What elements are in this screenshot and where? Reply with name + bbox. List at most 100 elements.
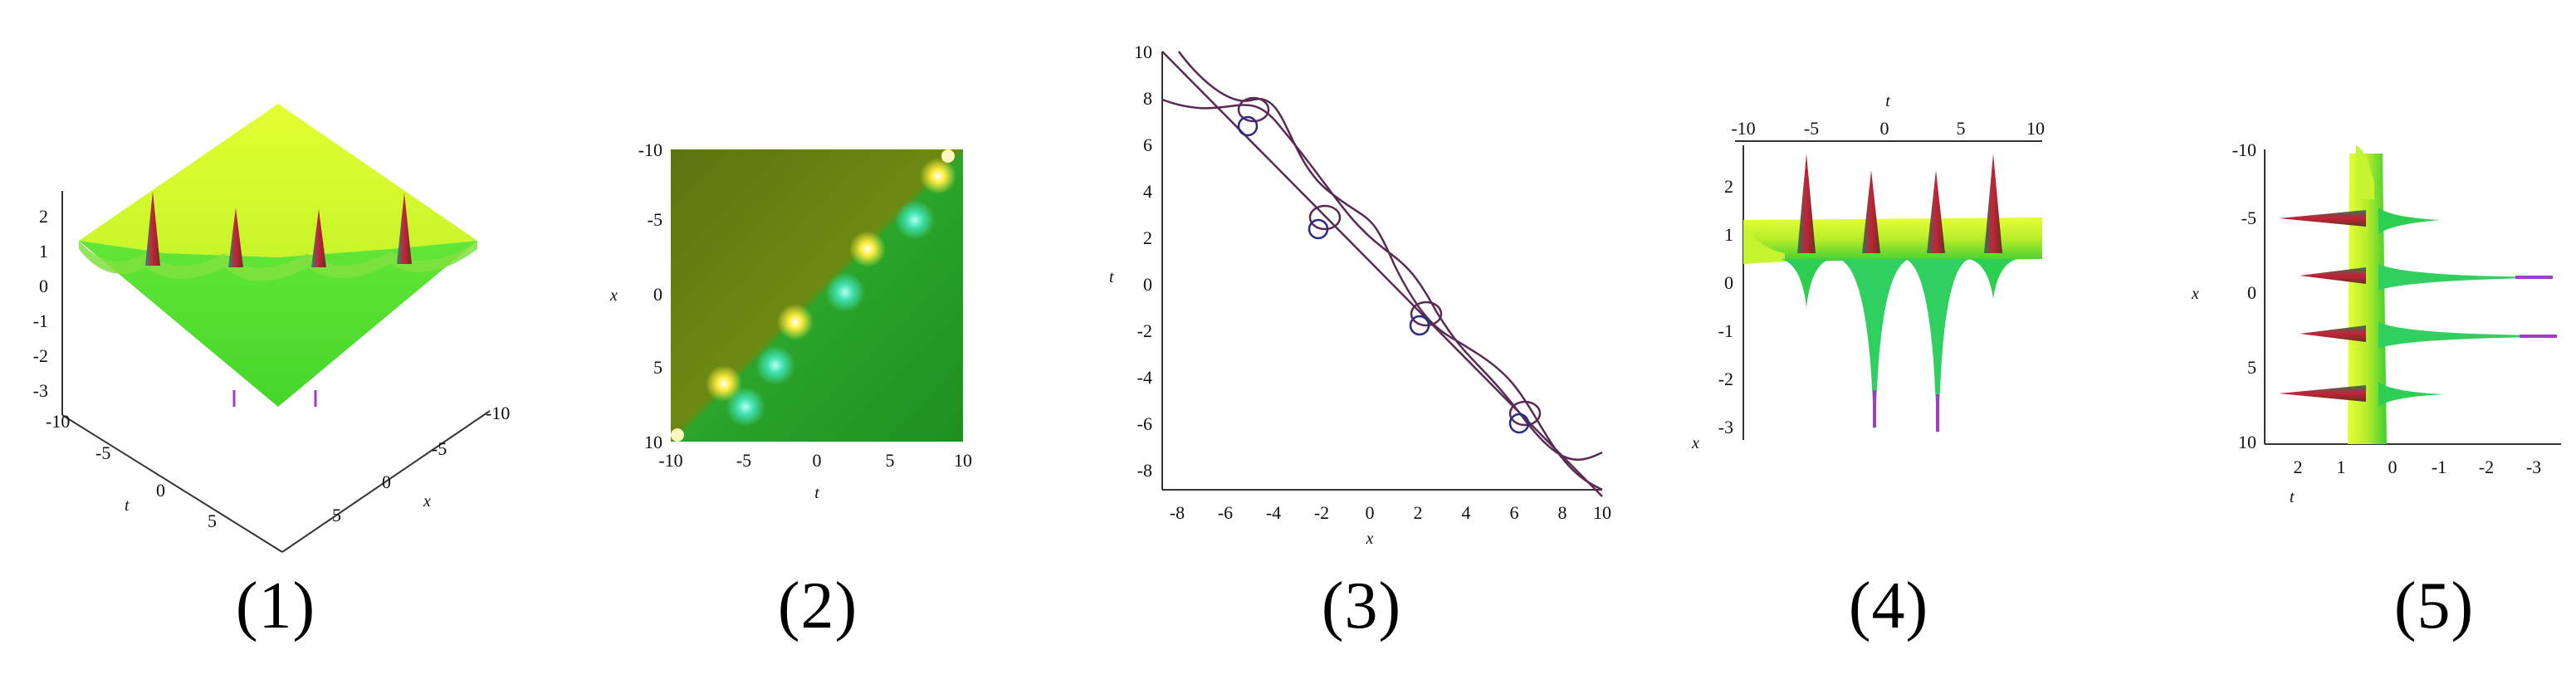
contour-lines xyxy=(1161,51,1603,497)
side-axis-label: x xyxy=(1691,434,1699,452)
top-axis-ticks: -10 -5 0 5 10 t xyxy=(1731,92,2045,139)
z-tick: 1 xyxy=(1724,224,1733,245)
surface-upper-plane xyxy=(79,104,477,257)
panel-caption: (5) xyxy=(2393,569,2475,643)
z-tick: -1 xyxy=(33,310,48,331)
spikes-down xyxy=(1781,259,2017,436)
y-tick: 2 xyxy=(1143,227,1152,248)
left-axis-label: x xyxy=(2191,285,2199,303)
surface-lower-plane xyxy=(79,241,477,407)
t-tick: -5 xyxy=(95,442,110,463)
density-plot: -10 -5 0 5 10 x -10 -5 0 5 10 t xyxy=(609,139,972,502)
y-tick: 10 xyxy=(644,432,662,452)
x-tick: 6 xyxy=(1510,502,1519,523)
soliton-spikes xyxy=(145,191,412,407)
x-axis-label: x xyxy=(423,492,431,511)
panel-caption: (1) xyxy=(235,569,316,643)
x-tick: -10 xyxy=(658,450,682,471)
z-tick: -2 xyxy=(33,345,48,366)
y-tick: -5 xyxy=(648,209,662,230)
y-tick: -6 xyxy=(1137,413,1152,434)
x-axis-label: x xyxy=(1366,530,1374,548)
side-view-x-plot: -10 -5 0 5 10 x 2 1 0 -1 -2 -3 t xyxy=(2191,139,2561,506)
surface-wave-band xyxy=(79,241,477,281)
x-tick: -4 xyxy=(1266,502,1281,523)
t-tick: 0 xyxy=(156,480,165,501)
panel-caption: (4) xyxy=(1848,569,1929,643)
top-tick: -10 xyxy=(1731,118,1755,139)
x-tick: 5 xyxy=(332,505,341,525)
t-axis-ticks: -10 -5 0 5 t xyxy=(46,411,217,531)
bottom-tick: 0 xyxy=(2388,457,2398,477)
spikes-left xyxy=(2279,210,2366,402)
x-tick: 0 xyxy=(813,450,822,471)
contour-core-loops xyxy=(1237,115,1530,434)
top-axis-label: t xyxy=(1885,92,1890,110)
bottom-tick: 1 xyxy=(2337,457,2346,477)
spikes-up xyxy=(1797,154,2002,253)
x-tick: 2 xyxy=(1414,502,1423,523)
left-tick: 10 xyxy=(2238,432,2256,452)
x-axis-ticks: -8 -6 -4 -2 0 2 4 6 8 10 x xyxy=(1170,502,1611,548)
x-tick: 5 xyxy=(886,450,895,471)
y-axis-label: t xyxy=(1109,268,1114,286)
y-tick: 4 xyxy=(1143,181,1152,202)
z-tick: 2 xyxy=(1724,176,1733,197)
bottom-tick: -2 xyxy=(2479,457,2494,477)
density-peaks xyxy=(671,149,956,442)
y-axis-ticks: 10 8 6 4 2 0 -2 -4 -6 -8 t xyxy=(1109,42,1152,481)
x-tick: -10 xyxy=(486,403,510,423)
z-axis-ticks: 2 1 0 -1 -2 -3 xyxy=(33,206,48,401)
x-tick: -5 xyxy=(432,438,447,459)
z-tick: -3 xyxy=(1718,417,1733,437)
bottom-tick: -3 xyxy=(2526,457,2541,477)
y-tick: 0 xyxy=(1143,274,1152,295)
surface-band xyxy=(2348,154,2387,444)
panel-3: 10 8 6 4 2 0 -2 -4 -6 -8 t -8 -6 -4 -2 0… xyxy=(1079,0,1627,689)
y-axis-ticks: -10 -5 0 5 10 x xyxy=(609,139,662,452)
left-tick: 5 xyxy=(2247,357,2256,378)
x-tick: 8 xyxy=(1558,502,1567,523)
t-axis-label: t xyxy=(125,496,130,515)
left-tick: -5 xyxy=(2241,208,2256,228)
x-tick: 0 xyxy=(1366,502,1375,523)
x-tick: 10 xyxy=(954,450,972,471)
y-tick: 8 xyxy=(1143,88,1152,109)
bottom-axis-ticks: 2 1 0 -1 -2 -3 t xyxy=(2290,457,2541,506)
y-axis-label: x xyxy=(609,286,618,305)
panel-1: 2 1 0 -1 -2 -3 -10 -5 0 5 t -10 -5 0 5 x… xyxy=(0,0,515,689)
surface-3d-plot: 2 1 0 -1 -2 -3 -10 -5 0 5 t -10 -5 0 5 x xyxy=(33,104,510,553)
y-tick: 10 xyxy=(1134,42,1152,62)
side-axes xyxy=(2264,149,2561,445)
panel-caption: (2) xyxy=(777,569,858,643)
top-tick: -5 xyxy=(1804,118,1819,139)
x-tick: 0 xyxy=(382,472,391,492)
left-axis-ticks: -10 -5 0 5 10 x xyxy=(2191,139,2256,452)
x-tick: -2 xyxy=(1314,502,1329,523)
x-tick: 4 xyxy=(1462,502,1471,523)
top-tick: 0 xyxy=(1880,118,1889,139)
contour-plot: 10 8 6 4 2 0 -2 -4 -6 -8 t -8 -6 -4 -2 0… xyxy=(1109,42,1611,548)
x-axis-ticks: -10 -5 0 5 10 t xyxy=(658,450,972,502)
left-tick: -10 xyxy=(2232,139,2256,160)
x-axis-label: t xyxy=(814,484,819,502)
axes-3d-box xyxy=(61,191,491,553)
panel-2: -10 -5 0 5 10 x -10 -5 0 5 10 t (2) xyxy=(573,0,1004,689)
top-tick: 5 xyxy=(1957,118,1966,139)
y-tick: -8 xyxy=(1137,460,1152,481)
z-tick: -3 xyxy=(33,380,48,401)
spikes-right xyxy=(2378,208,2561,407)
z-tick: 1 xyxy=(39,241,48,261)
y-tick: -10 xyxy=(638,139,662,160)
left-tick: 0 xyxy=(2247,282,2256,303)
y-tick: 6 xyxy=(1143,134,1152,155)
y-tick: -4 xyxy=(1137,367,1152,388)
y-tick: -2 xyxy=(1137,320,1152,341)
z-axis-ticks: 2 1 0 -1 -2 -3 x xyxy=(1691,176,1733,452)
y-tick: 5 xyxy=(653,357,662,378)
surface-band xyxy=(1743,217,2042,261)
z-tick: -1 xyxy=(1718,320,1733,341)
side-axes xyxy=(1735,140,2042,440)
contour-axes xyxy=(1161,51,1602,491)
z-tick: 0 xyxy=(39,276,48,296)
